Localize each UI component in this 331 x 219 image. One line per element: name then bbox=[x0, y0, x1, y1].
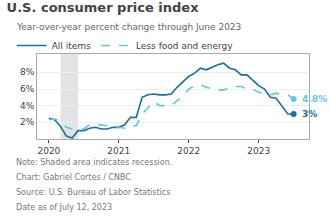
svg-text:8%: 8% bbox=[20, 67, 35, 77]
svg-text:Note: Shaded area indicates re: Note: Shaded area indicates recession. bbox=[16, 158, 172, 167]
svg-text:Year-over-year percent change: Year-over-year percent change through Ju… bbox=[16, 22, 241, 32]
svg-text:2%: 2% bbox=[20, 117, 35, 127]
svg-text:6%: 6% bbox=[20, 84, 35, 94]
svg-text:2023: 2023 bbox=[247, 146, 270, 156]
svg-text:All items: All items bbox=[52, 41, 91, 51]
svg-text:Chart: Gabriel Cortes / CNBC: Chart: Gabriel Cortes / CNBC bbox=[16, 173, 131, 182]
svg-text:2021: 2021 bbox=[107, 146, 130, 156]
svg-text:Source: U.S. Bureau of Labor S: Source: U.S. Bureau of Labor Statistics bbox=[16, 188, 170, 197]
svg-text:3%: 3% bbox=[302, 109, 317, 119]
svg-text:2020: 2020 bbox=[37, 146, 60, 156]
svg-text:U.S. consumer price index: U.S. consumer price index bbox=[7, 0, 200, 15]
svg-text:4%: 4% bbox=[20, 101, 35, 111]
svg-text:Date as of July 12, 2023: Date as of July 12, 2023 bbox=[16, 203, 112, 212]
svg-text:Less food and energy: Less food and energy bbox=[136, 41, 233, 51]
svg-text:4.8%: 4.8% bbox=[302, 94, 327, 104]
svg-text:2022: 2022 bbox=[177, 146, 200, 156]
